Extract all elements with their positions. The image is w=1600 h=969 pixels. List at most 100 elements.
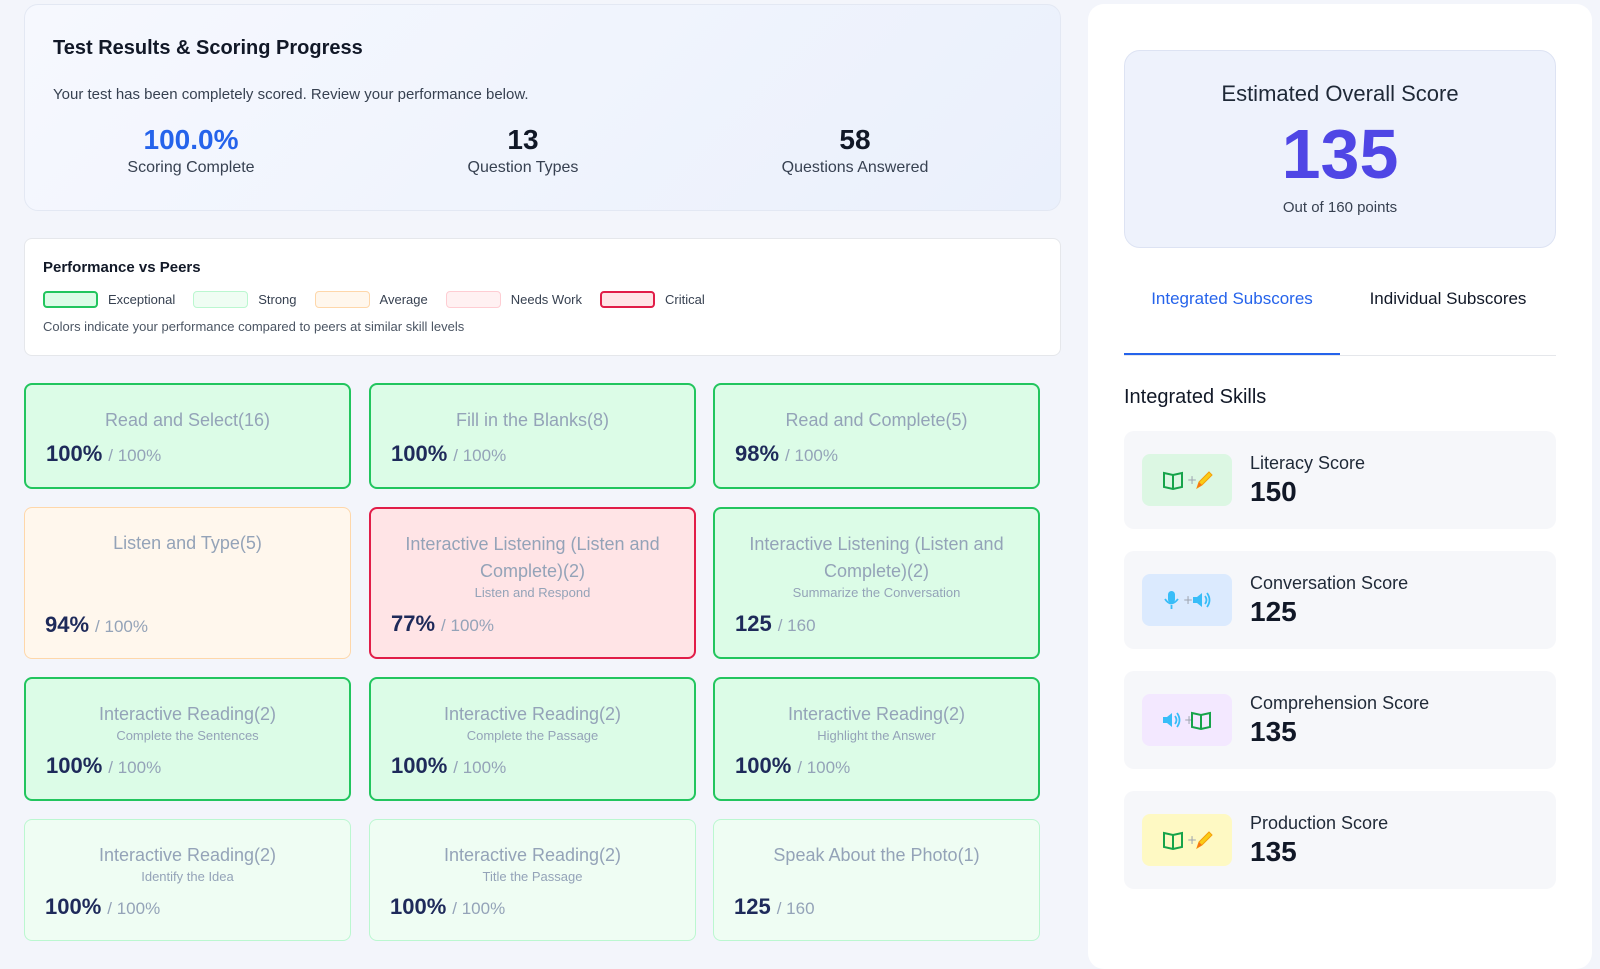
skill-card-literacy: + Literacy Score 150 [1124,431,1556,529]
score-tile-complete-the-sentences[interactable]: Interactive Reading(2) Complete the Sent… [24,677,351,801]
svg-text:+: + [1187,833,1197,847]
speaker-plus-book-icon: + [1142,694,1232,746]
legend-needs-work: Needs Work [445,291,582,308]
tile-title: Interactive Reading(2) [98,845,277,865]
book-plus-pencil-icon: + [1142,814,1232,866]
legend-swatch [600,291,656,308]
skill-text: Comprehension Score 135 [1250,693,1429,748]
tile-title: Interactive Reading(2) [787,704,966,724]
tile-score: 125 / 160 [735,611,816,637]
legend-label: Strong [258,292,297,307]
tile-value: 125 [735,611,772,636]
score-tile-read-and-complete[interactable]: Read and Complete(5) 98% / 100% [713,383,1040,489]
integrated-skills-heading: Integrated Skills [1124,386,1267,408]
stat-label: Question Types [467,158,579,176]
tile-score: 100% / 100% [735,753,850,779]
performance-vs-peers-card: Performance vs Peers Exceptional Strong … [24,238,1061,356]
main-panel: Test Results & Scoring Progress Your tes… [24,4,1061,943]
tile-title: Read and Select(16) [104,410,271,430]
tile-value: 100% [45,894,102,919]
tile-title: Interactive Listening (Listen and Comple… [749,534,1004,581]
stat-value: 13 [507,124,539,155]
skill-card-comprehension: + Comprehension Score 135 [1124,671,1556,769]
overall-score-subtitle: Out of 160 points [1282,199,1398,216]
svg-text:+: + [1183,593,1193,607]
skill-text: Literacy Score 150 [1250,453,1365,508]
legend-swatch [193,291,249,308]
score-tile-speak-about-the-photo[interactable]: Speak About the Photo(1) 125 / 160 [713,819,1040,941]
tile-subtitle: Complete the Passage [466,728,599,743]
tile-score: 125 / 160 [734,894,815,920]
tile-value: 100% [46,753,103,778]
progress-description: Your test has been completely scored. Re… [53,86,529,103]
progress-stats: 100.0% Scoring Complete 13 Question Type… [25,123,1060,177]
score-tile-summarize-the-conversation[interactable]: Interactive Listening (Listen and Comple… [713,507,1040,659]
score-summary-panel: Estimated Overall Score 135 Out of 160 p… [1088,4,1592,969]
score-tile-complete-the-passage[interactable]: Interactive Reading(2) Complete the Pass… [369,677,696,801]
tile-max: / 160 [776,899,815,918]
tile-max: / 100% [797,758,851,777]
legend-swatch [314,291,370,308]
tile-score: 100% / 100% [46,441,161,467]
skill-text: Conversation Score 125 [1250,573,1408,628]
tile-score: 98% / 100% [735,441,838,467]
skill-value: 135 [1250,835,1297,867]
score-tile-listen-and-respond[interactable]: Interactive Listening (Listen and Comple… [369,507,696,659]
svg-text:+: + [1187,473,1197,487]
tile-score: 100% / 100% [45,894,160,920]
score-tile-title-the-passage[interactable]: Interactive Reading(2) Title the Passage… [369,819,696,941]
skill-name: Comprehension Score [1250,692,1430,713]
tile-max: / 100% [108,758,162,777]
tile-value: 100% [391,753,448,778]
stat-scoring-complete: 100.0% Scoring Complete [25,123,357,177]
tile-value: 98% [735,441,780,466]
stat-value: 100.0% [143,124,239,155]
performance-legend: Exceptional Strong Average Needs Work Cr… [43,291,1042,308]
tile-score: 100% / 100% [390,894,505,920]
stat-questions-answered: 58 Questions Answered [689,123,1021,177]
tile-subtitle: Summarize the Conversation [792,585,961,600]
tile-title: Interactive Reading(2) [443,845,622,865]
legend-swatch [43,291,98,308]
overall-score-value: 135 [1281,115,1399,193]
tile-max: / 100% [441,616,494,635]
skill-name: Production Score [1250,812,1389,833]
tile-value: 100% [735,753,792,778]
tile-value: 77% [391,611,436,636]
microphone-plus-speaker-icon: + [1142,574,1232,626]
tab-integrated-subscores[interactable]: Integrated Subscores [1124,278,1340,355]
legend-strong: Strong [193,291,297,308]
skill-list: + Literacy Score 150 + [1124,431,1556,889]
skill-value: 125 [1250,595,1297,627]
book-plus-pencil-icon: + [1142,454,1232,506]
legend-label: Critical [665,292,705,307]
svg-text:+: + [1184,713,1194,727]
score-tile-listen-and-type[interactable]: Listen and Type(5) 94% / 100% [24,507,351,659]
score-tile-fill-in-the-blanks[interactable]: Fill in the Blanks(8) 100% / 100% [369,383,696,489]
legend-average: Average [314,291,428,308]
tile-subtitle: Complete the Sentences [116,728,259,743]
tab-individual-subscores[interactable]: Individual Subscores [1369,289,1527,308]
tile-max: / 100% [785,446,838,465]
score-tile-highlight-the-answer[interactable]: Interactive Reading(2) Highlight the Ans… [713,677,1040,801]
tile-value: 100% [390,894,447,919]
legend-swatch [445,291,501,308]
score-tile-identify-the-idea[interactable]: Interactive Reading(2) Identify the Idea… [24,819,351,941]
tile-value: 94% [45,612,90,637]
skill-value: 150 [1250,475,1297,507]
tile-title: Listen and Type(5) [113,533,262,553]
tile-subtitle: Highlight the Answer [817,728,936,743]
overall-score-card: Estimated Overall Score 135 Out of 160 p… [1124,50,1556,248]
subscore-tabs: Integrated Subscores Individual Subscore… [1124,278,1556,356]
tile-max: / 100% [95,617,148,636]
skill-text: Production Score 135 [1250,813,1388,868]
stat-label: Questions Answered [781,158,929,176]
tile-title: Fill in the Blanks(8) [455,410,610,430]
legend-critical: Critical [600,291,705,308]
overall-score-title: Estimated Overall Score [1221,81,1459,106]
tile-value: 125 [734,894,771,919]
score-tile-read-and-select[interactable]: Read and Select(16) 100% / 100% [24,383,351,489]
tile-max: / 100% [108,446,162,465]
peers-note: Colors indicate your performance compare… [43,319,465,334]
tile-subtitle: Identify the Idea [141,869,234,884]
